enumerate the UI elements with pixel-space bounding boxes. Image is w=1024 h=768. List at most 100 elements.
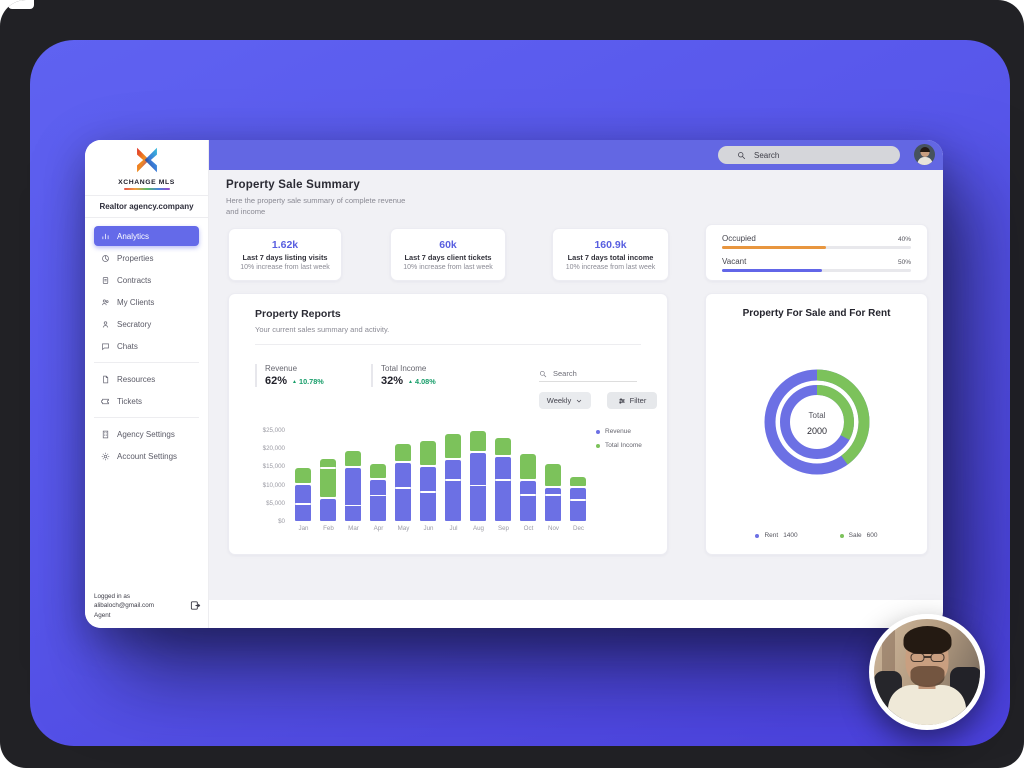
- presenter-shirt: [888, 685, 966, 725]
- y-tick-label: $20,000: [262, 445, 285, 453]
- sidebar-item-properties[interactable]: Properties: [94, 248, 199, 268]
- sidebar-item-contracts[interactable]: Contracts: [94, 270, 199, 290]
- legend-label: Sale: [848, 532, 862, 539]
- bar-segment-divider: [570, 499, 586, 501]
- avatar-shirt: [917, 157, 932, 165]
- up-arrow-icon: ▲: [292, 379, 297, 385]
- bar-segment-divider: [445, 479, 461, 481]
- bar-revenue-Oct: [520, 480, 536, 521]
- presenter-webcam-avatar: [869, 614, 985, 730]
- search-icon: [738, 151, 746, 159]
- y-tick-label: $10,000: [262, 481, 285, 489]
- sidebar-item-label: Contracts: [117, 275, 152, 285]
- occupancy-percent: 50%: [897, 259, 911, 266]
- sidebar-item-agency-settings[interactable]: Agency Settings: [94, 424, 199, 444]
- bar-revenue-Jan: [295, 484, 311, 521]
- frame-notch: [8, 0, 34, 9]
- bar-income-Jul: [445, 433, 461, 459]
- progress-track: [722, 269, 911, 272]
- stat-value: 160.9k: [594, 238, 627, 251]
- stat-value: 1.62k: [271, 238, 299, 251]
- sidebar: XCHANGE MLS Realtor agency.company Analy…: [85, 140, 209, 628]
- occupancy-percent: 40%: [897, 236, 911, 243]
- sidebar-item-my-clients[interactable]: My Clients: [94, 292, 199, 312]
- stat-subtext: 10% increase from last week: [240, 263, 330, 271]
- donut-title: Property For Sale and For Rent: [742, 308, 891, 319]
- bar-revenue-Mar: [345, 468, 361, 521]
- kpi-income-label: Total Income: [381, 364, 427, 373]
- progress-fill: [722, 269, 823, 272]
- app-window: Search: [85, 140, 943, 628]
- user-avatar[interactable]: [914, 144, 935, 165]
- reports-search-input[interactable]: Search: [539, 366, 637, 382]
- bar-revenue-Apr: [370, 480, 386, 521]
- stat-subtext: 10% increase from last week: [565, 263, 656, 271]
- sale-rent-card: Property For Sale and For Rent Total 200…: [705, 293, 928, 555]
- bar-segment-divider: [370, 494, 386, 497]
- logged-in-text: Logged in as alibaloch@gmail.com Agent: [94, 592, 154, 620]
- kpi-total-income: Total Income 32% ▲ 4.08%: [371, 364, 436, 387]
- sidebar-item-account-settings[interactable]: Account Settings: [94, 446, 199, 466]
- bar-revenue-Jun: [420, 466, 436, 521]
- reports-title: Property Reports: [255, 308, 341, 320]
- analytics-icon: [102, 233, 109, 239]
- bar-chart-legend: Revenue Total Income: [596, 428, 642, 456]
- occupancy-row-occupied: Occupied 40%: [722, 234, 911, 249]
- x-tick-label: Jun: [423, 525, 434, 532]
- stat-label: Last 7 days total income: [567, 252, 654, 262]
- x-tick-label: May: [397, 525, 410, 532]
- legend-dot: [839, 533, 844, 538]
- nav-divider: [94, 362, 199, 363]
- kpi-revenue: Revenue 62% ▲ 10.78%: [255, 364, 324, 387]
- x-tick-label: Sep: [497, 525, 509, 532]
- presenter-beard: [910, 666, 944, 687]
- stat-value: 60k: [439, 238, 457, 251]
- bar-income-Oct: [520, 453, 536, 479]
- bar-segment-divider: [420, 491, 436, 493]
- bar-segment-divider: [395, 487, 411, 489]
- file-icon: [103, 375, 109, 383]
- bar-segment-divider: [520, 494, 536, 496]
- presenter-face: [903, 626, 951, 687]
- sidebar-item-resources[interactable]: Resources: [94, 369, 199, 389]
- up-arrow-icon: ▲: [408, 379, 413, 385]
- period-dropdown[interactable]: Weekly: [539, 392, 591, 409]
- brand-logo-block[interactable]: XCHANGE MLS: [85, 140, 208, 190]
- sidebar-item-analytics[interactable]: Analytics: [94, 226, 199, 246]
- kpi-revenue-label: Revenue: [265, 364, 298, 373]
- filter-button[interactable]: Filter: [607, 392, 657, 409]
- y-tick-label: $25,000: [262, 427, 285, 434]
- stat-card-1: 1.62k Last 7 days listing visits 10% inc…: [228, 228, 342, 281]
- bar-income-Apr: [370, 463, 386, 479]
- bar-income-Mar: [345, 451, 361, 467]
- agency-name: Realtor agency.company: [85, 195, 208, 218]
- sidebar-item-chats[interactable]: Chats: [94, 336, 199, 356]
- glasses-icon: [908, 653, 946, 663]
- main-content: Property Sale Summary Here the property …: [209, 170, 943, 600]
- donut-center-label: Total: [809, 411, 826, 420]
- reports-search-placeholder: Search: [553, 369, 577, 378]
- sidebar-item-label: Resources: [117, 374, 156, 384]
- global-search-input[interactable]: Search: [718, 146, 900, 164]
- x-tick-label: Oct: [523, 525, 534, 532]
- legend-dot: [596, 429, 600, 434]
- bar-segment-divider: [495, 479, 511, 481]
- page-subtitle: Here the property sale summary of comple…: [226, 196, 406, 216]
- brand-tagline-strip: [123, 188, 170, 190]
- sidebar-item-secratory[interactable]: Secratory: [94, 314, 199, 334]
- legend-label: Rent: [764, 532, 779, 539]
- sidebar-item-label: Secratory: [117, 319, 152, 329]
- occupancy-row-vacant: Vacant 50%: [722, 257, 911, 272]
- bar-income-Jun: [420, 440, 436, 465]
- reports-subtitle: Your current sales summary and activity.: [255, 325, 390, 334]
- x-tick-label: Feb: [323, 525, 334, 532]
- sidebar-item-tickets[interactable]: Tickets: [94, 391, 199, 411]
- donut-center-value: 2000: [807, 426, 827, 436]
- kpi-revenue-delta: ▲ 10.78%: [292, 377, 324, 386]
- stat-subtext: 10% increase from last week: [403, 263, 493, 271]
- logout-icon[interactable]: [190, 600, 201, 611]
- kpi-income-delta: ▲ 4.08%: [408, 377, 436, 386]
- legend-value: 600: [866, 532, 878, 539]
- x-tick-label: Mar: [348, 525, 359, 532]
